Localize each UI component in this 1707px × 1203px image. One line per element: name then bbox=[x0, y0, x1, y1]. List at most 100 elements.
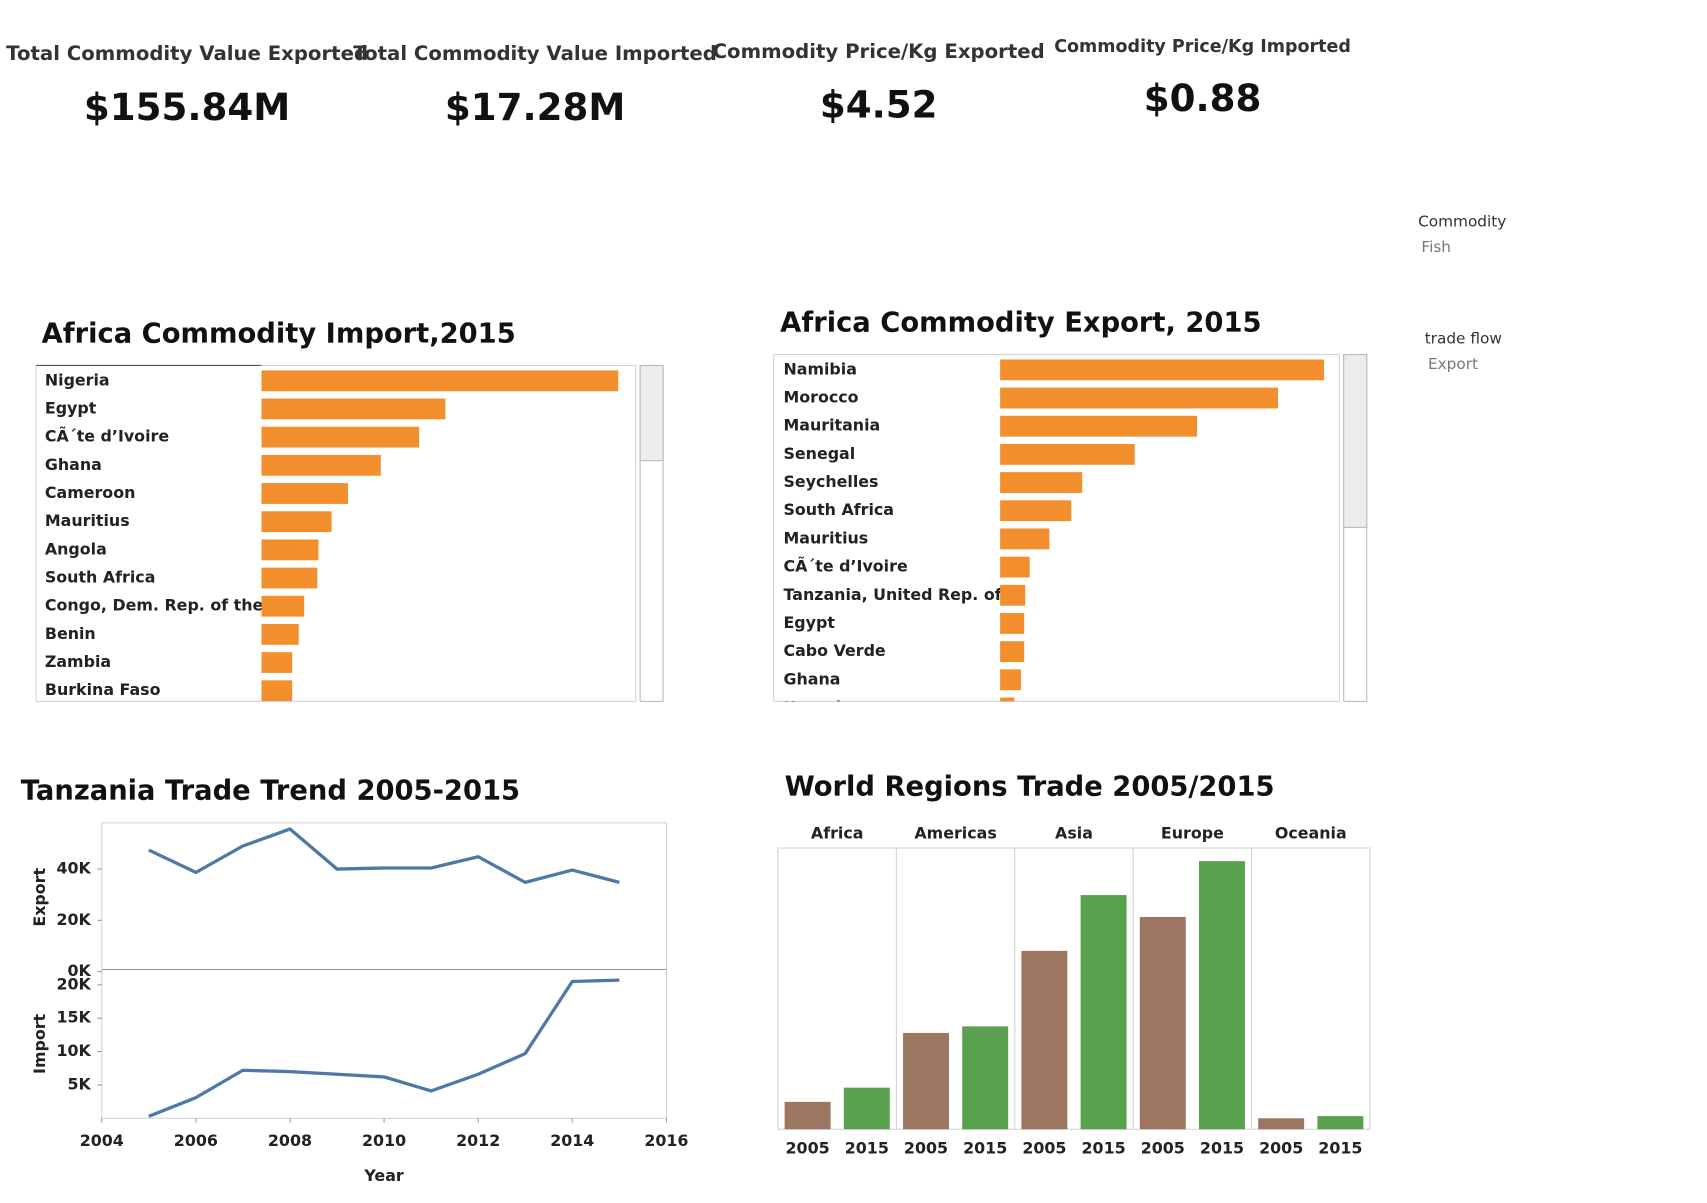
bar bbox=[261, 454, 381, 476]
bar bbox=[843, 1087, 890, 1130]
bar bbox=[1139, 916, 1186, 1130]
bar bbox=[1000, 528, 1050, 550]
x-tick-label: 2004 bbox=[80, 1131, 124, 1150]
category-label: Benin bbox=[45, 624, 96, 643]
bar bbox=[261, 483, 348, 504]
kpi-label: Commodity Price/Kg Exported bbox=[713, 40, 1045, 63]
category-label: Cabo Verde bbox=[783, 641, 885, 660]
bar bbox=[1258, 1118, 1305, 1130]
x-tick-label: 2008 bbox=[268, 1131, 312, 1150]
bar bbox=[1317, 1116, 1364, 1130]
category-label: Burkina Faso bbox=[45, 680, 161, 699]
bar bbox=[784, 1101, 831, 1130]
bar bbox=[903, 1032, 949, 1130]
bar bbox=[1000, 669, 1021, 691]
x-tick-label: 2015 bbox=[1318, 1138, 1362, 1157]
bar bbox=[1000, 443, 1135, 465]
category-label: Ghana bbox=[783, 669, 840, 688]
kpi-label: Total Commodity Value Exported bbox=[6, 42, 368, 65]
filter-label: Commodity bbox=[1418, 213, 1506, 231]
x-tick-label: 2015 bbox=[1082, 1138, 1126, 1157]
pane bbox=[35, 364, 637, 702]
line bbox=[148, 978, 620, 1118]
category-label: Tanzania, United Rep. of bbox=[783, 585, 1002, 604]
bar bbox=[1000, 359, 1325, 381]
y-axis-label: Import bbox=[30, 1013, 49, 1073]
category-label: Namibia bbox=[783, 359, 856, 378]
x-tick-label: 2016 bbox=[644, 1131, 688, 1150]
bar bbox=[1080, 895, 1127, 1130]
bar bbox=[261, 567, 318, 589]
y-axis-label: Export bbox=[30, 867, 49, 926]
category-label: Zambia bbox=[45, 652, 111, 671]
filter-value[interactable]: Export bbox=[1428, 355, 1478, 373]
chart-title: Africa Commodity Import,2015 bbox=[42, 318, 516, 349]
category-label: Uganda bbox=[783, 697, 851, 716]
category-label: Morocco bbox=[783, 388, 858, 407]
category-label: Mauritius bbox=[45, 511, 130, 530]
bar bbox=[962, 1026, 1009, 1130]
category-label: Ghana bbox=[45, 455, 102, 474]
kpi-label: Commodity Price/Kg Imported bbox=[1054, 37, 1351, 57]
x-tick-label: 2005 bbox=[1141, 1138, 1185, 1157]
column-header: Oceania bbox=[1275, 823, 1347, 842]
x-tick-label: 2005 bbox=[904, 1138, 948, 1157]
x-axis-label: Year bbox=[363, 1166, 403, 1185]
y-tick-label: 10K bbox=[56, 1041, 91, 1060]
x-tick-label: 2006 bbox=[174, 1131, 218, 1150]
category-label: Cameroon bbox=[45, 483, 136, 502]
x-tick-label: 2005 bbox=[786, 1138, 830, 1157]
bar bbox=[1000, 387, 1279, 409]
kpi-value: $0.88 bbox=[1144, 76, 1262, 120]
bar bbox=[261, 623, 299, 645]
y-tick-label: 15K bbox=[56, 1008, 91, 1027]
category-label: CÃ´te d’Ivoire bbox=[45, 427, 169, 446]
category-label: Congo, Dem. Rep. of the bbox=[45, 596, 263, 615]
category-label: CÃ´te d’Ivoire bbox=[783, 557, 907, 576]
bar bbox=[261, 398, 446, 420]
bar bbox=[1000, 500, 1072, 522]
category-label: Egypt bbox=[783, 613, 835, 632]
line bbox=[148, 827, 620, 885]
category-label: Senegal bbox=[783, 444, 855, 463]
column-header: Europe bbox=[1161, 823, 1224, 842]
y-tick-label: 5K bbox=[67, 1074, 91, 1093]
x-tick-label: 2015 bbox=[963, 1138, 1007, 1157]
bar bbox=[261, 511, 332, 533]
bar bbox=[1199, 861, 1245, 1130]
category-label: Angola bbox=[45, 539, 107, 558]
bar bbox=[1000, 556, 1030, 578]
bar bbox=[261, 595, 305, 617]
bar bbox=[261, 680, 293, 702]
column-header: Africa bbox=[811, 823, 864, 842]
bar bbox=[1000, 613, 1025, 634]
scroll-thumb[interactable] bbox=[639, 364, 664, 462]
filter-value[interactable]: Fish bbox=[1421, 238, 1451, 256]
y-tick-label: 0K bbox=[67, 961, 91, 980]
bar bbox=[1000, 584, 1026, 606]
kpi-value: $155.84M bbox=[84, 85, 290, 129]
x-tick-label: 2015 bbox=[1200, 1138, 1244, 1157]
scroll-thumb[interactable] bbox=[1343, 353, 1368, 528]
column-header: Asia bbox=[1055, 823, 1093, 842]
bar bbox=[1000, 641, 1025, 663]
kpi-value: $17.28M bbox=[445, 85, 626, 129]
column-header: Americas bbox=[914, 823, 996, 842]
pane bbox=[773, 353, 1340, 702]
x-tick-label: 2012 bbox=[456, 1131, 500, 1150]
x-tick-label: 2014 bbox=[550, 1131, 594, 1150]
category-label: Nigeria bbox=[45, 370, 110, 389]
bar-rows: Namibia Morocco Mauritania Senegal Seychelle… bbox=[783, 359, 1325, 716]
bar-rows: Nigeria Egypt CÃ´te d’Ivoire Ghana Cameroon M… bbox=[45, 370, 619, 702]
bar bbox=[261, 539, 319, 561]
kpi-value: $4.52 bbox=[820, 83, 938, 127]
y-tick-label: 20K bbox=[56, 974, 91, 993]
y-tick-label: 40K bbox=[56, 859, 91, 878]
bar bbox=[1000, 472, 1083, 493]
pane bbox=[777, 847, 1371, 1130]
category-label: Mauritius bbox=[783, 528, 868, 547]
bar bbox=[1000, 697, 1015, 702]
kpi-label: Total Commodity Value Imported bbox=[353, 42, 717, 65]
pane bbox=[101, 968, 667, 1119]
